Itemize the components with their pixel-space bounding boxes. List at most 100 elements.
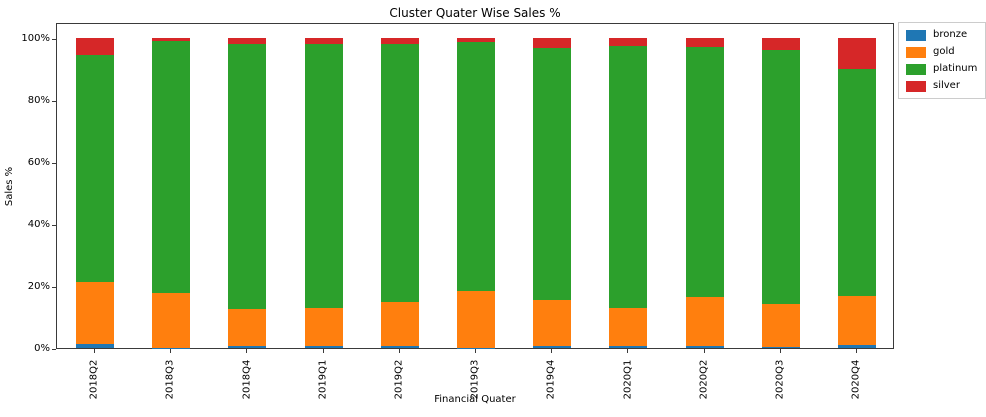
- bar-segment-silver: [457, 38, 495, 42]
- legend-swatch-gold: [906, 46, 926, 58]
- bar-segment-gold: [152, 293, 191, 348]
- x-tick-mark: [627, 349, 629, 353]
- x-tick-label: 2018Q2: [87, 355, 101, 403]
- legend-label-silver: silver: [933, 80, 960, 91]
- y-tick-label: 100%: [21, 33, 50, 44]
- x-tick-mark: [246, 349, 248, 353]
- x-tick-mark: [551, 349, 553, 353]
- bar-segment-bronze: [304, 346, 343, 348]
- bar-segment-bronze: [609, 346, 648, 348]
- bar-segment-gold: [76, 282, 115, 345]
- bar-segment-bronze: [380, 346, 419, 348]
- y-tick-mark: [52, 225, 56, 226]
- y-tick-label: 20%: [27, 281, 50, 292]
- legend-label-bronze: bronze: [933, 29, 968, 40]
- bar-segment-gold: [228, 308, 267, 347]
- bar-2019Q1: [304, 38, 343, 348]
- bar-segment-platinum: [228, 44, 267, 309]
- x-tick-label-text: 2020Q3: [774, 359, 786, 399]
- x-tick-label: 2020Q3: [773, 355, 787, 403]
- y-tick-label: 40%: [27, 219, 50, 230]
- bar-2018Q3: [152, 38, 191, 348]
- bar-segment-bronze: [837, 344, 876, 348]
- y-tick-mark: [52, 39, 56, 40]
- x-tick-label-text: 2019Q4: [545, 359, 557, 399]
- x-tick-label-text: 2018Q4: [240, 359, 252, 399]
- bar-segment-platinum: [152, 41, 191, 294]
- x-tick-label-text: 2020Q4: [850, 359, 862, 399]
- bar-2018Q4: [228, 38, 267, 348]
- bar-2019Q2: [380, 38, 419, 348]
- x-tick-label: 2020Q2: [697, 355, 711, 403]
- legend-swatch-bronze: [906, 29, 926, 41]
- bar-segment-platinum: [609, 45, 648, 309]
- bar-segment-bronze: [228, 346, 267, 348]
- bar-segment-platinum: [761, 50, 800, 304]
- bar-segment-platinum: [837, 69, 876, 296]
- bar-segment-gold: [609, 308, 648, 347]
- bar-segment-gold: [837, 295, 876, 345]
- bar-segment-silver: [837, 38, 876, 70]
- legend-label-gold: gold: [933, 46, 955, 57]
- bar-segment-platinum: [533, 47, 572, 300]
- x-tick-label-text: 2020Q1: [621, 359, 633, 399]
- legend-item-platinum: platinum: [906, 63, 977, 75]
- bar-segment-silver: [76, 38, 115, 55]
- bar-segment-gold: [457, 291, 495, 348]
- y-tick-mark: [52, 163, 56, 164]
- x-tick-label: 2019Q4: [544, 355, 558, 403]
- x-tick-label: 2018Q3: [163, 355, 177, 403]
- bar-segment-platinum: [380, 43, 419, 303]
- bar-2019Q3: [457, 38, 495, 348]
- bar-segment-silver: [761, 38, 800, 51]
- x-tick-label: 2019Q2: [392, 355, 406, 403]
- bar-2020Q3: [761, 38, 800, 348]
- x-tick-mark: [703, 349, 705, 353]
- bar-segment-silver: [152, 38, 191, 42]
- bar-segment-gold: [685, 296, 724, 346]
- bar-2020Q4: [837, 38, 876, 348]
- y-tick-mark: [52, 101, 56, 102]
- legend-item-gold: gold: [906, 46, 977, 58]
- bar-segment-bronze: [533, 346, 572, 348]
- x-tick-mark: [475, 349, 476, 353]
- bar-segment-silver: [533, 38, 572, 48]
- bar-segment-gold: [533, 299, 572, 347]
- bar-2020Q1: [609, 37, 648, 348]
- x-axis-label: Financial Quater: [434, 394, 516, 405]
- legend: bronze gold platinum silver: [898, 22, 986, 99]
- x-tick-mark: [170, 349, 172, 353]
- legend-label-platinum: platinum: [933, 63, 978, 74]
- y-tick-mark: [52, 349, 56, 350]
- x-tick-label: 2020Q4: [849, 355, 863, 403]
- bar-segment-gold: [761, 303, 800, 348]
- x-tick-mark: [94, 349, 96, 353]
- bar-2018Q2: [76, 38, 115, 348]
- x-tick-label-text: 2018Q3: [164, 359, 176, 399]
- x-tick-label: 2019Q1: [316, 355, 330, 403]
- bar-2020Q2: [685, 37, 724, 348]
- bar-segment-platinum: [304, 43, 343, 309]
- x-tick-label-text: 2019Q2: [393, 359, 405, 399]
- x-tick-label: 2018Q4: [239, 355, 253, 403]
- y-tick-label: 80%: [27, 95, 50, 106]
- bar-segment-silver: [380, 38, 419, 44]
- x-tick-label-text: 2019Q3: [469, 359, 481, 399]
- legend-swatch-platinum: [906, 63, 926, 75]
- x-tick-mark: [779, 349, 781, 353]
- bar-2019Q4: [533, 38, 572, 348]
- y-axis-label: Sales %: [2, 23, 18, 349]
- bar-segment-silver: [609, 37, 648, 46]
- bar-segment-silver: [304, 38, 343, 44]
- bar-segment-bronze: [761, 347, 800, 348]
- bar-segment-platinum: [457, 41, 495, 292]
- y-tick-label: 60%: [27, 157, 50, 168]
- x-tick-label-text: 2019Q1: [317, 359, 329, 399]
- x-tick-label: 2020Q1: [620, 355, 634, 403]
- x-tick-label-text: 2018Q2: [88, 359, 100, 399]
- x-tick-mark: [398, 349, 400, 353]
- x-tick-label: 2019Q3: [468, 355, 482, 403]
- bar-segment-platinum: [685, 46, 724, 297]
- plot-area: [56, 23, 894, 349]
- legend-item-bronze: bronze: [906, 29, 977, 41]
